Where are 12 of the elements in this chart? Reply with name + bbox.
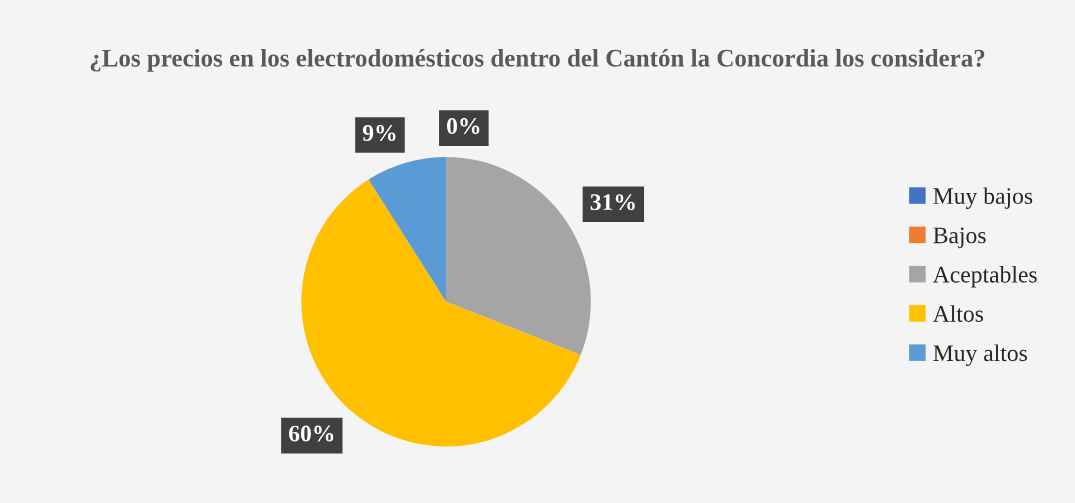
legend-label: Muy bajos (933, 187, 1033, 209)
data-label: 9% (362, 125, 396, 142)
legend-label: Aceptables (932, 266, 1037, 288)
data-label: 60% (289, 425, 334, 442)
chart-title: ¿Los precios en los electrodomésticos dentro del Cantón la Concordia los considera? (90, 49, 985, 72)
legend-label: Altos (932, 305, 984, 322)
pie-slice (446, 157, 591, 356)
text: 0% (447, 118, 480, 135)
pie-slice (368, 157, 447, 302)
legend-label: Muy altos (933, 344, 1027, 367)
data-label: 31% (590, 194, 635, 211)
legend-label: Bajos (933, 227, 986, 249)
